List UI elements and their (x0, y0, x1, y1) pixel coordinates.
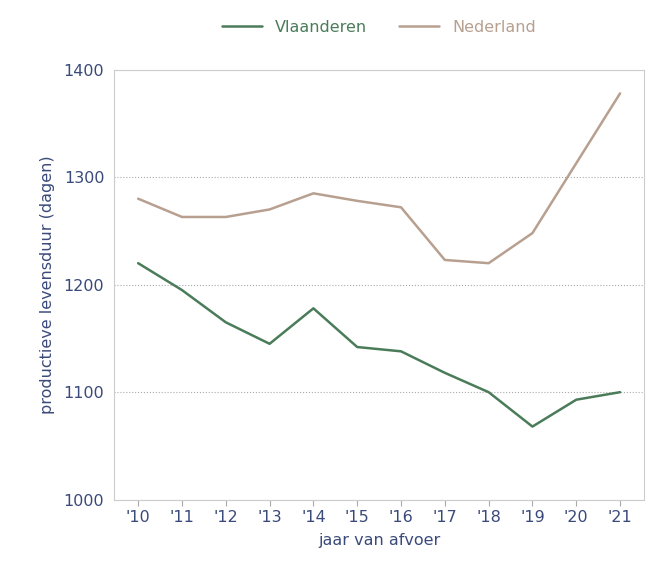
Nederland (397, 204, 405, 211)
Y-axis label: productieve levensduur (dagen): productieve levensduur (dagen) (40, 155, 55, 414)
Line: Nederland: Nederland (138, 94, 620, 263)
Vlaanderen (529, 423, 537, 430)
Nederland (309, 190, 317, 197)
Vlaanderen (572, 396, 580, 403)
Vlaanderen (266, 340, 274, 347)
Legend: Vlaanderen, Nederland: Vlaanderen, Nederland (216, 13, 542, 41)
Nederland (441, 256, 449, 263)
Nederland (572, 160, 580, 167)
Vlaanderen (221, 319, 229, 326)
Vlaanderen (353, 343, 361, 350)
Nederland (529, 229, 537, 236)
Vlaanderen (441, 370, 449, 376)
Vlaanderen (178, 286, 186, 293)
Nederland (484, 260, 493, 267)
Nederland (353, 198, 361, 205)
Nederland (616, 90, 624, 97)
Vlaanderen (484, 389, 493, 396)
Vlaanderen (397, 348, 405, 355)
Nederland (134, 195, 142, 202)
X-axis label: jaar van afvoer: jaar van afvoer (318, 533, 440, 548)
Vlaanderen (134, 260, 142, 267)
Vlaanderen (309, 305, 317, 312)
Nederland (266, 206, 274, 213)
Nederland (178, 213, 186, 220)
Line: Vlaanderen: Vlaanderen (138, 263, 620, 426)
Vlaanderen (616, 389, 624, 396)
Nederland (221, 213, 229, 220)
